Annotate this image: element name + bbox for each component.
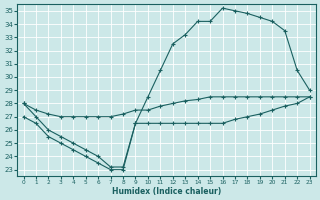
X-axis label: Humidex (Indice chaleur): Humidex (Indice chaleur) — [112, 187, 221, 196]
